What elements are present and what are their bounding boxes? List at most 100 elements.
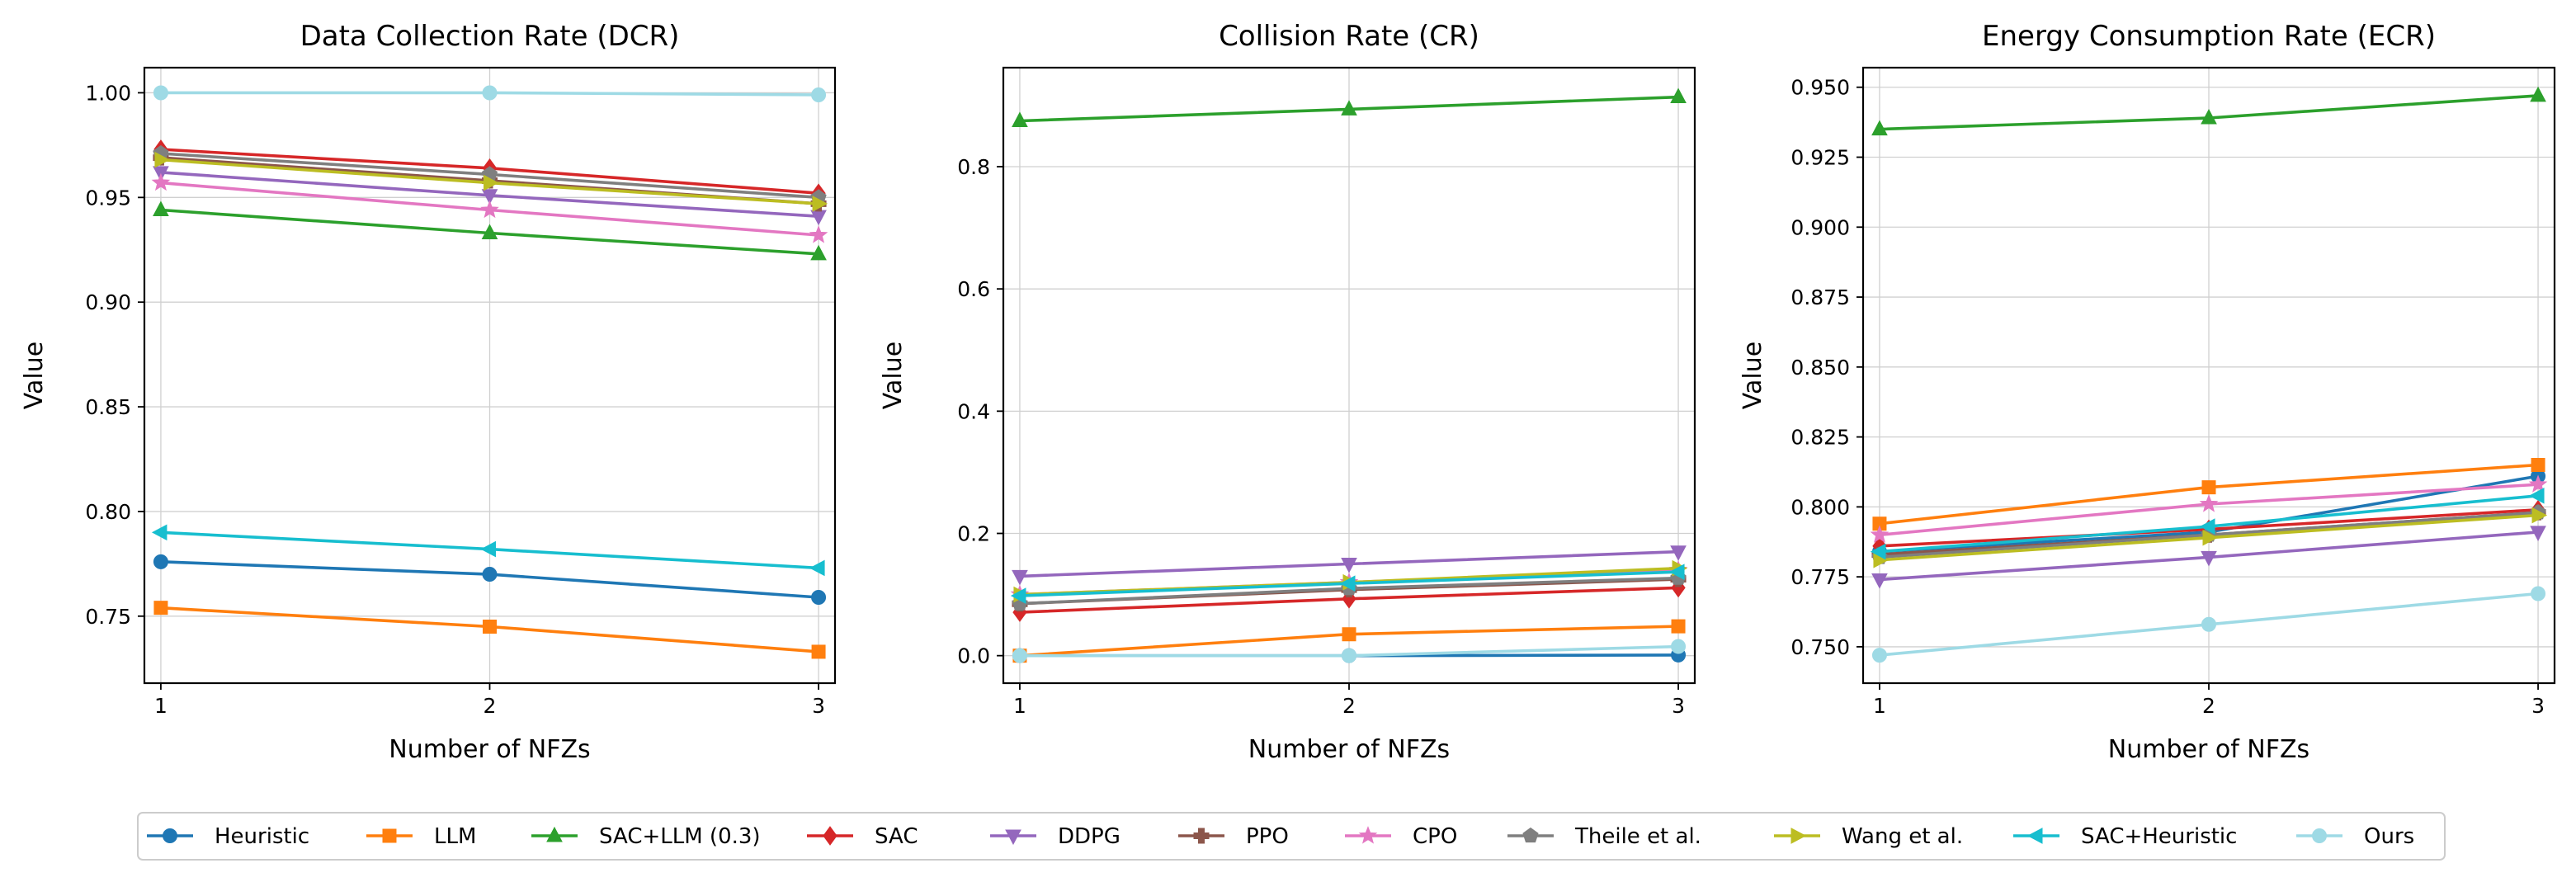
y-axis-label: Value: [1739, 342, 1767, 409]
legend-marker: [1358, 826, 1378, 844]
data-point-sac-llm-0-3: [1341, 100, 1357, 116]
legend-item-heuristic[interactable]: Heuristic: [147, 824, 309, 849]
data-point-ddpg: [1012, 569, 1028, 586]
series-wang-et-al: [154, 151, 828, 212]
data-point-sac-llm-0-3: [481, 224, 498, 239]
data-point-sac-llm-0-3: [2201, 108, 2217, 125]
data-point-ddpg: [2201, 550, 2217, 567]
y-axis-label: Value: [879, 342, 908, 409]
legend-item-ddpg[interactable]: DDPG: [990, 824, 1121, 849]
chart-panel-2: 1 2 3 0.0 0.2 0.4 0.6 0.8 Collision Rate (CR) Num…: [879, 20, 1696, 764]
legend-item-wang-et-al[interactable]: Wang et al.: [1774, 824, 1963, 849]
data-point-ours: [1671, 639, 1687, 654]
data-point-heuristic: [482, 567, 498, 582]
data-point-llm: [2201, 480, 2216, 495]
x-tick-label: 3: [812, 694, 825, 718]
legend-label: Wang et al.: [1842, 824, 1963, 849]
y-tick-label: 0.8: [957, 155, 990, 179]
legend-marker: [1522, 827, 1539, 843]
x-axis-label: Number of NFZs: [1248, 735, 1450, 764]
legend-item-sac-llm-0-3[interactable]: SAC+LLM (0.3): [531, 824, 761, 849]
data-point-sac-heuristic: [2199, 518, 2215, 535]
y-axis-label: Value: [20, 342, 49, 409]
legend-marker: [823, 826, 837, 846]
data-point-sac-llm-0-3: [1871, 120, 1888, 136]
legend-marker: [546, 826, 563, 842]
legend: Heuristic LLM SAC+LLM (0.3) SAC DDPG PPO CPO Th…: [137, 812, 2446, 861]
y-tick-label: 0.80: [85, 500, 131, 524]
data-point-sac-heuristic: [1668, 564, 1685, 581]
series-ddpg: [1012, 545, 1687, 586]
legend-label: PPO: [1246, 824, 1289, 849]
legend-item-ours[interactable]: Ours: [2296, 824, 2414, 849]
data-point-cpo: [1870, 525, 1890, 543]
y-tick-label: 0.925: [1790, 146, 1850, 170]
data-point-wang-et-al: [484, 174, 499, 191]
legend-item-theile-et-al[interactable]: Theile et al.: [1507, 824, 1701, 849]
x-tick-label: 1: [1873, 694, 1886, 718]
legend-frame: [137, 812, 2446, 861]
data-point-ours: [1012, 648, 1027, 663]
x-tick-label: 2: [1342, 694, 1356, 718]
y-tick-label: 0.90: [85, 290, 131, 314]
data-point-llm: [1671, 619, 1686, 634]
legend-item-llm[interactable]: LLM: [366, 824, 476, 849]
y-tick-label: 0.95: [85, 186, 131, 210]
x-tick-label: 2: [2202, 694, 2215, 718]
legend-item-sac[interactable]: SAC: [807, 824, 918, 849]
series-ddpg: [1871, 526, 2546, 589]
x-tick-label: 1: [1013, 694, 1026, 718]
y-tick-label: 0.750: [1790, 635, 1850, 659]
data-point-heuristic: [153, 554, 168, 569]
legend-marker: [1193, 828, 1210, 844]
legend-label: LLM: [434, 824, 476, 849]
data-point-ours: [811, 87, 827, 102]
y-tick-label: 0.0: [957, 644, 990, 668]
data-point-sac-heuristic: [1339, 575, 1356, 592]
chart-panel-1: 1 2 3 0.75 0.80 0.85 0.90 0.95 1.00 Data Collecti…: [20, 20, 837, 764]
legend-marker: [382, 828, 397, 843]
chart-title: Energy Consumption Rate (ECR): [1982, 20, 2436, 53]
series-cpo: [1870, 474, 2548, 543]
y-tick-label: 0.4: [957, 399, 990, 423]
data-point-llm: [483, 619, 497, 634]
data-point-wang-et-al: [154, 151, 170, 168]
y-tick-label: 0.6: [957, 277, 990, 301]
data-point-sac-llm-0-3: [153, 200, 169, 217]
legend-label: SAC+Heuristic: [2081, 824, 2237, 849]
y-tick-label: 0.875: [1790, 285, 1850, 309]
legend-item-cpo[interactable]: CPO: [1345, 824, 1457, 849]
x-axis-label: Number of NFZs: [389, 735, 590, 764]
data-point-sac-heuristic: [1870, 543, 1886, 560]
legend-marker: [2026, 828, 2043, 844]
data-point-ddpg: [2530, 526, 2546, 541]
legend-item-ppo[interactable]: PPO: [1178, 824, 1289, 849]
legend-label: CPO: [1413, 824, 1457, 849]
series-sac-llm-0-3: [1012, 87, 1687, 127]
series-heuristic: [153, 554, 827, 605]
data-point-sac-llm-0-3: [2530, 86, 2546, 102]
y-tick-label: 0.950: [1790, 76, 1850, 100]
data-point-sac-llm-0-3: [810, 244, 827, 261]
series-sac-llm-0-3: [153, 200, 827, 261]
data-point-ours: [2201, 616, 2216, 632]
legend-label: SAC+LLM (0.3): [599, 824, 761, 849]
series-cpo: [151, 172, 828, 243]
data-point-ours: [1871, 648, 1887, 663]
data-point-llm: [153, 601, 168, 616]
legend-label: Ours: [2364, 824, 2414, 849]
data-point-sac-llm-0-3: [1670, 87, 1687, 104]
chart-panel-3: 1 2 3 0.750 0.775 0.800 0.825 0.850 0.875 0.900 0.…: [1739, 20, 2556, 764]
data-point-cpo: [151, 172, 171, 191]
legend-label: Theile et al.: [1574, 824, 1701, 849]
data-point-ddpg: [1670, 545, 1687, 561]
series-llm: [1872, 458, 2545, 531]
y-tick-label: 0.825: [1790, 426, 1850, 450]
data-point-ddpg: [1341, 558, 1357, 573]
series-ours: [1012, 639, 1687, 663]
data-point-llm: [1342, 627, 1356, 642]
series-llm: [153, 601, 826, 659]
series-sac-heuristic: [1870, 487, 2545, 560]
legend-item-sac-heuristic[interactable]: SAC+Heuristic: [2013, 824, 2237, 849]
